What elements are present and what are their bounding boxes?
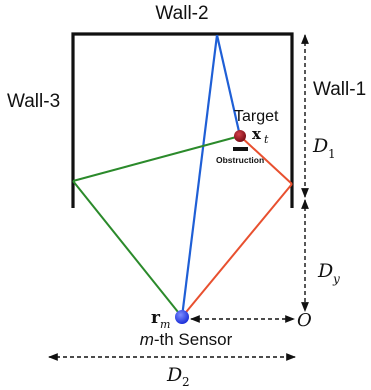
svg-text:D: D (166, 364, 182, 386)
room-walls (71, 32, 294, 208)
target-marker (234, 130, 246, 142)
d2-label: D 2 (166, 364, 190, 389)
obstruction-label: Obstruction (216, 155, 264, 165)
sensor-symbol: r m (151, 308, 170, 331)
svg-text:t: t (264, 133, 269, 146)
svg-text:m: m (160, 318, 170, 331)
d1-label: D 1 (312, 135, 336, 161)
sensor-label: m-th Sensor (140, 330, 233, 349)
sensor-label-index: m (140, 330, 154, 349)
green-path-target (72, 135, 241, 182)
svg-text:x: x (252, 125, 262, 143)
green-path-sensor (72, 180, 183, 318)
dy-label: D y (317, 260, 340, 286)
svg-text:D: D (312, 135, 328, 157)
sensor-marker (175, 310, 189, 324)
target-symbol: x t (252, 125, 269, 146)
sensor-label-text: -th Sensor (154, 330, 233, 349)
svg-text:r: r (151, 308, 161, 328)
obstruction-block (233, 147, 248, 151)
wall-1-label: Wall-1 (313, 79, 366, 100)
blue-path-up (180, 34, 219, 318)
svg-text:1: 1 (328, 147, 336, 161)
blue-path-down (215, 34, 242, 137)
svg-text:y: y (332, 272, 340, 286)
svg-text:2: 2 (182, 375, 190, 389)
wall-3-label: Wall-3 (7, 91, 60, 112)
origin-label: O (297, 310, 312, 331)
wall-2-label: Wall-2 (155, 3, 208, 24)
svg-text:D: D (317, 260, 333, 282)
red-path-sensor (181, 183, 293, 318)
signal-paths (72, 34, 293, 318)
red-path-target (239, 135, 293, 185)
target-label: Target (234, 108, 279, 125)
